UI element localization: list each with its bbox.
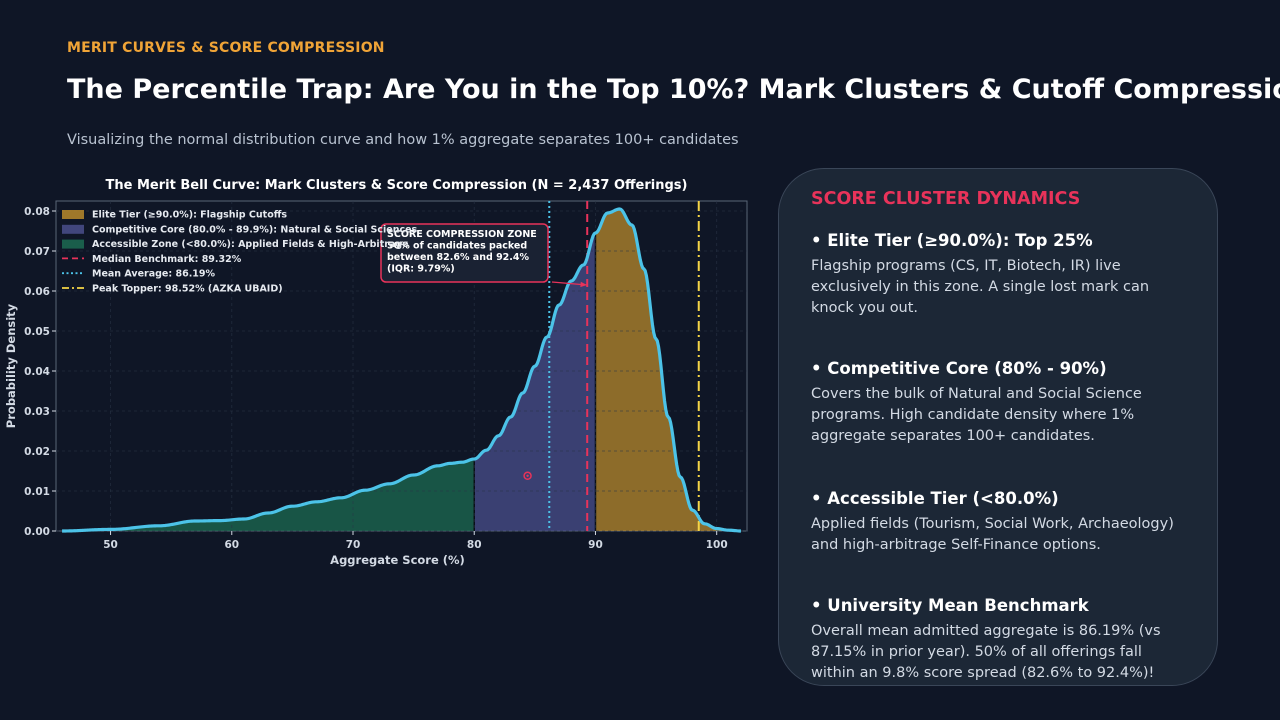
x-tick-label: 70 [346,539,361,551]
panel-item-heading: • Accessible Tier (<80.0%) [811,489,1059,508]
x-tick-label: 90 [588,539,603,551]
panel-item-heading: • University Mean Benchmark [811,596,1089,615]
legend-swatch [62,210,84,219]
panel-item-body: Applied fields (Tourism, Social Work, Ar… [811,516,1174,553]
zone-area-1 [474,233,596,531]
x-axis-label: Aggregate Score (%) [330,553,465,567]
annotation-text: between 82.6% and 92.4% [387,252,530,263]
legend-entry: Median Benchmark: 89.32% [62,254,242,265]
annotation-text: 50% of candidates packed [387,241,527,252]
legend-entry: Competitive Core (80.0% - 89.9%): Natura… [62,224,418,235]
annotation-box [380,223,549,283]
chart-area: The Merit Bell Curve: Mark Clusters & Sc… [0,168,770,578]
annotation-text: SCORE COMPRESSION ZONE [387,229,537,240]
panel-title: SCORE CLUSTER DYNAMICS [811,189,1081,209]
x-tick-label: 80 [467,539,482,551]
panel-item-mean: • University Mean Benchmark Overall mean… [811,596,1185,684]
panel-item-heading: • Competitive Core (80% - 90%) [811,359,1107,378]
x-tick-label: 50 [103,539,118,551]
legend-label: Accessible Zone (<80.0%): Applied Fields… [92,239,409,250]
score-cluster-panel: SCORE CLUSTER DYNAMICS • Elite Tier (≥90… [778,168,1218,686]
legend-label: Mean Average: 86.19% [92,269,216,280]
legend-label: Competitive Core (80.0% - 89.9%): Natura… [92,224,418,235]
y-tick-label: 0.04 [24,366,50,378]
zone-area-0 [595,209,741,531]
legend-swatch [62,224,84,234]
y-tick-label: 0.00 [24,526,50,538]
legend-label: Peak Topper: 98.52% (AZKA UBAID) [92,284,283,295]
y-tick-label: 0.07 [24,246,50,258]
y-axis-label: Probability Density [4,303,18,428]
panel-item-body: Overall mean admitted aggregate is 86.19… [811,623,1161,681]
panel-item-accessible: • Accessible Tier (<80.0%) Applied field… [811,489,1185,556]
section-kicker: MERIT CURVES & SCORE COMPRESSION [67,40,385,56]
y-tick-label: 0.03 [24,406,50,418]
panel-item-body: Covers the bulk of Natural and Social Sc… [811,386,1142,444]
y-tick-label: 0.02 [24,446,50,458]
legend-label: Elite Tier (≥90.0%): Flagship Cutoffs [92,210,287,221]
y-tick-label: 0.06 [24,286,50,298]
legend-entry: Mean Average: 86.19% [62,269,216,280]
y-tick-label: 0.08 [24,206,50,218]
y-tick-label: 0.01 [24,486,50,498]
density-curve [61,207,742,533]
marker-point [523,471,532,481]
legend-entry: Accessible Zone (<80.0%): Applied Fields… [62,239,409,250]
page-subtitle: Visualizing the normal distribution curv… [67,132,739,148]
panel-item-elite: • Elite Tier (≥90.0%): Top 25% Flagship … [811,231,1185,319]
legend-entry: Peak Topper: 98.52% (AZKA UBAID) [62,284,283,295]
panel-item-heading: • Elite Tier (≥90.0%): Top 25% [811,231,1093,250]
x-tick-label: 60 [224,539,239,551]
annotation-text: (IQR: 9.79%) [387,264,455,275]
x-tick-label: 100 [706,539,728,551]
zone-area-2 [62,459,475,531]
panel-item-competitive: • Competitive Core (80% - 90%) Covers th… [811,359,1185,447]
panel-item-body: Flagship programs (CS, IT, Biotech, IR) … [811,258,1150,316]
annotation-arrowhead [580,281,587,288]
chart-title: The Merit Bell Curve: Mark Clusters & Sc… [106,178,688,193]
marker-point-center [526,474,529,477]
y-tick-label: 0.05 [24,326,50,338]
bell-curve-chart: The Merit Bell Curve: Mark Clusters & Sc… [4,178,748,567]
legend-swatch [62,239,84,249]
page-title: The Percentile Trap: Are You in the Top … [67,74,1280,105]
legend-label: Median Benchmark: 89.32% [92,254,242,265]
legend-entry: Elite Tier (≥90.0%): Flagship Cutoffs [62,210,287,221]
